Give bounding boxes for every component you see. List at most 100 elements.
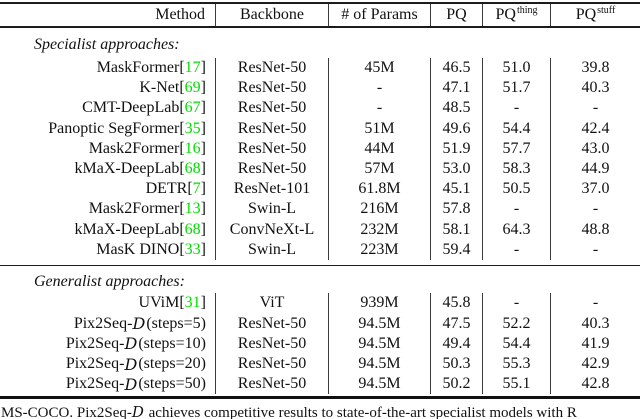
- cell-pq-stuff: 40.3: [550, 78, 640, 99]
- cell-pq-thing: 58.3: [482, 158, 550, 180]
- cell-params: 223M: [328, 239, 430, 260]
- cell-pq-thing: 50.5: [482, 179, 550, 200]
- table-body: Specialist approaches: MaskFormer [17] Res…: [0, 28, 640, 395]
- cell-backbone: ResNet-50: [215, 78, 328, 99]
- citation-bracket: ]: [200, 240, 206, 258]
- cell-pq: 45.1: [430, 179, 482, 200]
- citation-link[interactable]: 67: [184, 99, 201, 117]
- cell-pq-stuff: -: [550, 199, 640, 220]
- section-label: Generalist approaches:: [34, 273, 185, 291]
- method-name: Pix2Seq-: [65, 334, 125, 352]
- cell-pq-stuff: 41.9: [550, 333, 640, 354]
- citation-bracket: [: [179, 200, 185, 218]
- cell-method: kMaX-DeepLab [68]: [0, 159, 215, 179]
- column-header-method: Method: [0, 4, 215, 26]
- cell-params: 94.5M: [328, 313, 430, 334]
- cell-pq-thing: 54.4: [482, 118, 550, 139]
- cell-pq-thing: 55.3: [482, 353, 550, 375]
- cell-params: 94.5M: [328, 353, 430, 375]
- cell-pq: 58.1: [430, 219, 482, 240]
- cell-pq: 53.0: [430, 158, 482, 180]
- method-name: Pix2Seq-: [65, 355, 125, 373]
- column-header-params: # of Params: [328, 4, 430, 26]
- cell-pq-stuff: 43.0: [550, 138, 640, 159]
- cell-method: Pix2Seq- D (steps=50): [0, 374, 215, 394]
- cell-method: MasK DINO [33]: [0, 240, 215, 260]
- citation-link[interactable]: 16: [184, 139, 201, 157]
- citation-bracket: [: [179, 99, 185, 117]
- citation-bracket: ]: [200, 99, 206, 117]
- cell-pq-stuff: 48.8: [550, 219, 640, 240]
- citation-bracket: ]: [200, 160, 206, 178]
- cell-pq-thing: 55.1: [482, 374, 550, 395]
- citation-link[interactable]: 17: [184, 59, 201, 77]
- method-script-d: D: [124, 334, 138, 354]
- cell-pq: 45.8: [430, 293, 482, 314]
- citation-link[interactable]: 35: [184, 119, 201, 137]
- cell-backbone: Swin-L: [215, 199, 328, 220]
- citation-link[interactable]: 7: [192, 180, 201, 198]
- table-bottom-rule: [0, 396, 640, 399]
- cell-params: 44M: [328, 138, 430, 159]
- method-name: K-Net: [139, 79, 180, 97]
- cell-backbone: ConvNeXt-L: [215, 219, 328, 240]
- cell-params: -: [328, 78, 430, 99]
- cell-method: CMT-DeepLab [67]: [0, 98, 215, 118]
- cell-params: 51M: [328, 118, 430, 139]
- header-divider-rule: [0, 26, 640, 28]
- citation-bracket: ]: [200, 294, 206, 312]
- citation-bracket: [: [187, 180, 193, 198]
- cell-method: Pix2Seq- D (steps=20): [0, 354, 215, 374]
- cell-method: MaskFormer [17]: [0, 58, 215, 78]
- citation-bracket: [: [179, 139, 185, 157]
- cell-pq-stuff: 40.3: [550, 313, 640, 334]
- cell-backbone: ResNet-50: [215, 158, 328, 180]
- cell-params: 45M: [328, 58, 430, 79]
- table-row: Mask2Former [16] ResNet-50 44M 51.9 57.7 43.0: [0, 138, 640, 159]
- cell-pq-stuff: -: [550, 239, 640, 260]
- table-row: K-Net [69] ResNet-50-47.1 51.7 40.3: [0, 78, 640, 99]
- citation-link[interactable]: 68: [184, 160, 201, 178]
- cell-params: 232M: [328, 219, 430, 240]
- table-row: Pix2Seq- D (steps=20) ResNet-50 94.5M 50.3 55…: [0, 353, 640, 375]
- column-header-pq-thing: PQ thing: [482, 4, 550, 26]
- cell-backbone: ResNet-50: [215, 353, 328, 375]
- cell-pq: 51.9: [430, 138, 482, 159]
- cell-backbone: ViT: [215, 293, 328, 314]
- table-row: CMT-DeepLab [67] ResNet-50-48.5- -: [0, 98, 640, 119]
- cell-pq: 49.6: [430, 118, 482, 139]
- cell-params: 939M: [328, 293, 430, 314]
- cell-pq: 47.5: [430, 313, 482, 334]
- cell-pq-thing: -: [482, 199, 550, 220]
- column-header-label: Backbone: [240, 6, 304, 23]
- method-script-d: D: [124, 374, 138, 394]
- method-name: kMaX-DeepLab: [74, 160, 180, 178]
- cell-backbone: ResNet-50: [215, 374, 328, 395]
- table-top-rule: [0, 2, 640, 4]
- citation-link[interactable]: 69: [184, 79, 201, 97]
- table-header-row: Method Backbone # of Params PQ PQ thing P…: [0, 4, 640, 26]
- method-name: Mask2Former: [88, 139, 180, 157]
- table-row: Pix2Seq- D (steps=5) ResNet-50 94.5M 47.5 52.…: [0, 313, 640, 334]
- cell-params: -: [328, 98, 430, 119]
- column-header-backbone: Backbone: [215, 4, 328, 26]
- cell-method: UViM [31]: [0, 293, 215, 313]
- citation-bracket: ]: [200, 200, 206, 218]
- citation-link[interactable]: 31: [184, 294, 201, 312]
- citation-link[interactable]: 13: [184, 200, 201, 218]
- cell-method: Pix2Seq- D (steps=5): [0, 314, 215, 334]
- method-suffix: (steps=5): [146, 314, 206, 332]
- method-script-d: D: [132, 314, 146, 334]
- citation-link[interactable]: 33: [184, 240, 201, 258]
- cell-pq-stuff: 42.4: [550, 118, 640, 139]
- method-name: kMaX-DeepLab: [74, 220, 180, 238]
- column-header-label: PQ: [495, 6, 516, 23]
- column-header-label: PQ: [575, 6, 597, 23]
- cell-backbone: ResNet-50: [215, 138, 328, 159]
- citation-bracket: [: [179, 59, 185, 77]
- method-suffix: (steps=20): [138, 355, 206, 373]
- table-row: kMaX-DeepLab [68] ConvNeXt-L 232M 58.1 64.3 4…: [0, 219, 640, 240]
- cell-pq: 59.4: [430, 239, 482, 260]
- citation-link[interactable]: 68: [184, 220, 201, 238]
- method-suffix: (steps=10): [138, 334, 206, 352]
